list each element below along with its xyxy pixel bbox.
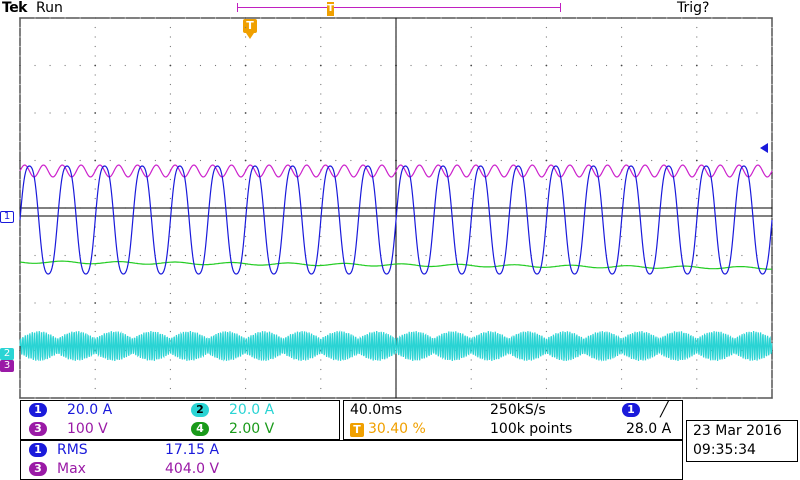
trigger-source-badge[interactable]: 1: [622, 403, 640, 417]
measurement-1-value: 17.15 A: [165, 442, 220, 458]
ch1-badge[interactable]: 1: [29, 403, 47, 417]
acquisition-run-state: Run: [36, 0, 63, 16]
ch4-scale: 2.00 V: [229, 421, 275, 437]
record-length: 100k points: [490, 421, 573, 437]
ch2-ground-marker[interactable]: 2: [0, 348, 14, 360]
graticule: [19, 17, 773, 399]
rising-edge-icon: ╱: [660, 402, 669, 418]
measurement-2-value: 404.0 V: [165, 461, 220, 477]
trigger-point-label: T: [243, 19, 257, 33]
ch3-waveform: [19, 164, 773, 178]
ch4-badge[interactable]: 4: [191, 422, 209, 436]
measurement-1-channel-badge: 1: [29, 443, 47, 457]
measurements-panel: 1 RMS 17.15 A 3 Max 404.0 V: [20, 440, 683, 480]
ch3-ground-marker[interactable]: 3: [0, 360, 14, 372]
trigger-status: Trig?: [677, 0, 710, 16]
channel-scales-panel: 1 20.0 A 2 20.0 A 3 100 V 4 2.00 V: [20, 400, 340, 440]
trigger-point-arrow: [246, 33, 254, 39]
trigger-level: 28.0 A: [626, 421, 672, 437]
ch1-ground-marker[interactable]: 1: [0, 211, 14, 223]
ch4-waveform: [19, 260, 773, 270]
brand-logo: Tek: [2, 0, 28, 16]
trigger-position-percent: 30.40 %: [368, 421, 426, 437]
trigger-position-icon: T: [350, 423, 364, 437]
ch1-waveform: [19, 165, 773, 275]
ch2-scale: 20.0 A: [229, 402, 275, 418]
trigger-level-marker-icon[interactable]: [760, 143, 768, 153]
measurement-row[interactable]: 1 RMS 17.15 A: [21, 441, 682, 460]
measurement-2-label: Max: [57, 461, 86, 477]
date: 23 Mar 2016: [693, 423, 782, 439]
ch3-badge[interactable]: 3: [29, 422, 47, 436]
time-per-division: 40.0ms: [350, 402, 403, 418]
trigger-point-marker-icon[interactable]: T: [243, 19, 257, 39]
sample-rate: 250kS/s: [490, 402, 546, 418]
ch2-badge[interactable]: 2: [191, 403, 209, 417]
ch1-scale: 20.0 A: [67, 402, 113, 418]
record-position-bar[interactable]: [237, 3, 561, 12]
ch3-scale: 100 V: [67, 421, 108, 437]
time: 09:35:34: [693, 442, 756, 458]
date-time-panel: 23 Mar 2016 09:35:34: [686, 420, 798, 462]
measurement-row[interactable]: 3 Max 404.0 V: [21, 460, 682, 479]
timebase-panel: 40.0ms 250kS/s 1 ╱ T 30.40 % 100k points…: [343, 400, 683, 440]
trigger-position-in-record-icon: T: [327, 2, 334, 16]
measurement-2-channel-badge: 3: [29, 462, 47, 476]
measurement-1-label: RMS: [57, 442, 88, 458]
ch2-waveform: [19, 330, 773, 362]
